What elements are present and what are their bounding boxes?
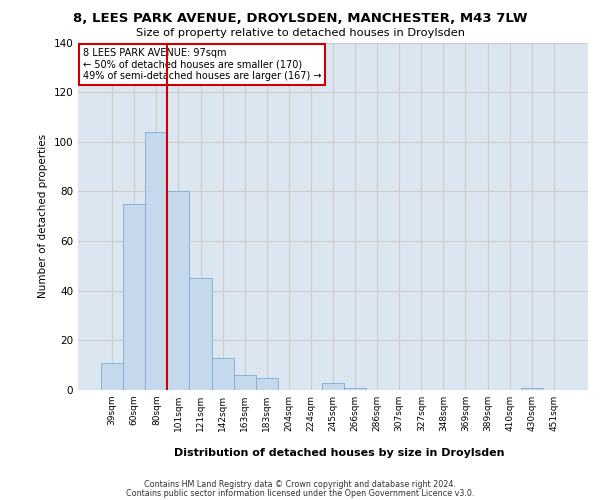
Text: Distribution of detached houses by size in Droylsden: Distribution of detached houses by size … bbox=[174, 448, 504, 458]
Bar bbox=[101, 362, 123, 390]
Text: Contains HM Land Registry data © Crown copyright and database right 2024.: Contains HM Land Registry data © Crown c… bbox=[144, 480, 456, 489]
Bar bbox=[212, 358, 233, 390]
Bar bbox=[190, 278, 212, 390]
Bar bbox=[322, 382, 344, 390]
Text: 8, LEES PARK AVENUE, DROYLSDEN, MANCHESTER, M43 7LW: 8, LEES PARK AVENUE, DROYLSDEN, MANCHEST… bbox=[73, 12, 527, 26]
Bar bbox=[123, 204, 145, 390]
Bar bbox=[167, 192, 190, 390]
Bar bbox=[233, 375, 256, 390]
Bar bbox=[145, 132, 167, 390]
Bar bbox=[521, 388, 543, 390]
Text: Size of property relative to detached houses in Droylsden: Size of property relative to detached ho… bbox=[136, 28, 464, 38]
Text: 8 LEES PARK AVENUE: 97sqm
← 50% of detached houses are smaller (170)
49% of semi: 8 LEES PARK AVENUE: 97sqm ← 50% of detac… bbox=[83, 48, 322, 81]
Text: Contains public sector information licensed under the Open Government Licence v3: Contains public sector information licen… bbox=[126, 488, 474, 498]
Y-axis label: Number of detached properties: Number of detached properties bbox=[38, 134, 48, 298]
Bar bbox=[256, 378, 278, 390]
Bar bbox=[344, 388, 366, 390]
